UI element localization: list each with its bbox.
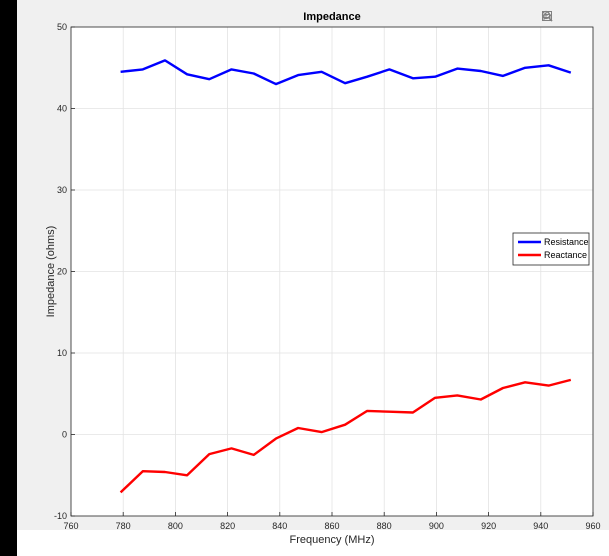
x-tick-label: 880	[377, 521, 392, 531]
series-line-resistance	[120, 59, 572, 86]
x-tick-label: 840	[272, 521, 287, 531]
zoom-out-icon[interactable]	[541, 10, 582, 23]
y-tick-label: 10	[57, 348, 67, 358]
y-axis-label: Impedance (ohms)	[45, 226, 57, 318]
x-tick-label: 800	[168, 521, 183, 531]
x-axis-label: Frequency (MHz)	[290, 534, 375, 546]
x-tick-label: 760	[63, 521, 78, 531]
x-tick-label: 820	[220, 521, 235, 531]
legend-label-reactance: Reactance	[544, 250, 587, 260]
y-tick-label: 30	[57, 185, 67, 195]
x-tick-label: 900	[429, 521, 444, 531]
y-tick-label: 0	[62, 430, 67, 440]
legend[interactable]: Resistance Reactance	[512, 232, 590, 266]
legend-label-resistance: Resistance	[544, 237, 589, 247]
axes-toolbar	[541, 10, 596, 23]
plot-border	[70, 26, 594, 517]
series	[119, 59, 572, 494]
x-tick-label: 920	[481, 521, 496, 531]
zoom-in-icon[interactable]	[541, 10, 568, 23]
y-tick-label: 40	[57, 104, 67, 114]
x-tick-label: 860	[324, 521, 339, 531]
x-tick-label: 960	[585, 521, 600, 531]
x-tick-label: 780	[116, 521, 131, 531]
y-tick-label: 20	[57, 267, 67, 277]
series-line-reactance	[119, 378, 572, 494]
x-tick-label: 940	[533, 521, 548, 531]
axis-ticks: 760 780 800 820 840 860 880 900 920 940 960 -10 0 10 2…	[54, 22, 601, 531]
y-tick-label: 50	[57, 22, 67, 32]
home-icon[interactable]	[542, 10, 596, 23]
left-border	[0, 0, 17, 556]
chart-title: Impedance	[303, 11, 360, 23]
y-tick-label: -10	[54, 511, 67, 521]
legend-box	[512, 232, 590, 266]
grid	[70, 26, 594, 517]
